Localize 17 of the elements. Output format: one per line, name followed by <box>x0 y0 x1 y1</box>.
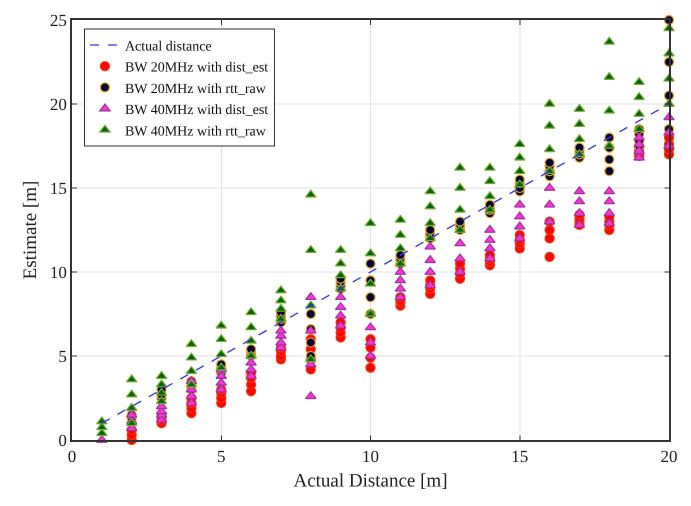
y-tick-label: 25 <box>50 10 67 30</box>
y-tick-label: 0 <box>58 430 67 450</box>
legend-label: BW 20MHz with dist_est <box>124 60 268 76</box>
y-tick-label: 5 <box>58 346 67 366</box>
x-tick-label: 20 <box>660 447 678 466</box>
legend-label: BW 40MHz with rtt_raw <box>124 124 267 140</box>
x-axis-title: Actual Distance [m] <box>293 470 448 492</box>
y-axis-title: Estimate [m] <box>20 180 42 280</box>
legend-label: BW 40MHz with dist_est <box>124 103 268 118</box>
legend-label: Actual distance <box>124 39 212 54</box>
y-tick-label: 15 <box>50 178 67 198</box>
y-tick-label: 10 <box>50 262 67 282</box>
x-tick-label: 5 <box>217 447 226 466</box>
x-tick-label: 10 <box>362 447 379 466</box>
y-tick-label: 20 <box>50 94 67 114</box>
x-tick-label: 15 <box>511 447 528 466</box>
legend-label: BW 20MHz with rtt_raw <box>124 82 267 97</box>
